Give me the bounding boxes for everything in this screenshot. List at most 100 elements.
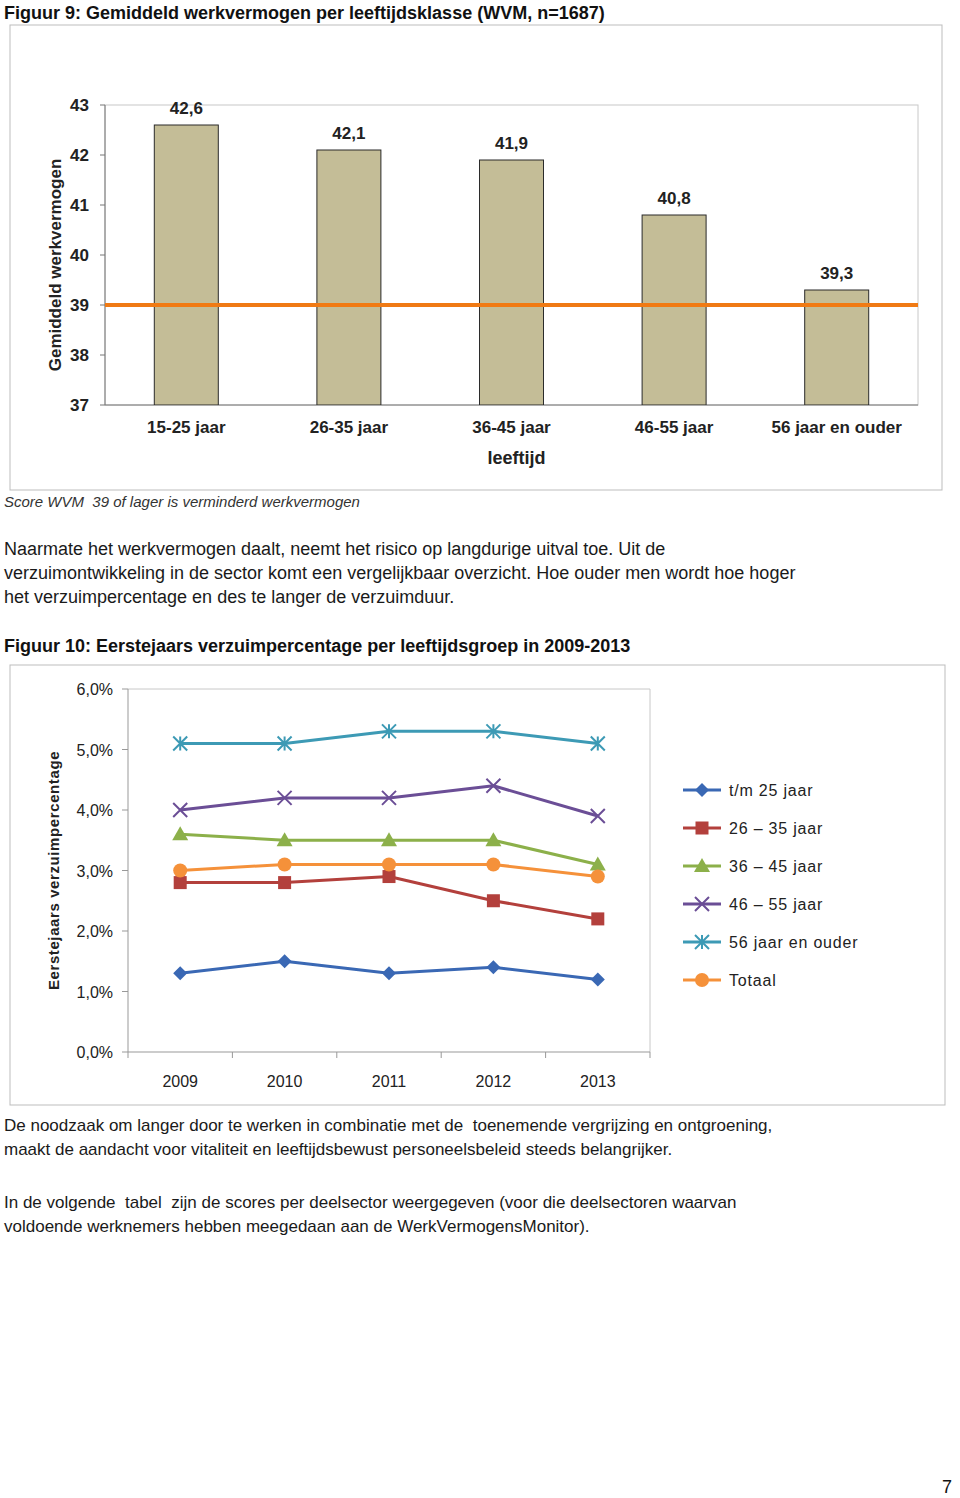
legend-label: 56 jaar en ouder <box>729 934 858 951</box>
point <box>173 736 187 750</box>
y-tick-label: 40 <box>70 246 89 265</box>
x-tick <box>545 1052 546 1058</box>
legend-label: 46 – 55 jaar <box>729 896 823 913</box>
x-tick-label: 2009 <box>162 1073 198 1090</box>
plot-frame <box>128 689 650 690</box>
paragraph-line: Naarmate het werkvermogen daalt, neemt h… <box>4 539 665 559</box>
data-label: 39,3 <box>820 264 853 283</box>
y-tick-label: 5,0% <box>77 742 113 759</box>
figure-title: Figuur 10: Eerstejaars verzuimpercentage… <box>4 636 630 656</box>
data-label: 41,9 <box>495 134 528 153</box>
bars <box>105 125 918 405</box>
x-tick <box>650 1052 651 1058</box>
point <box>485 832 501 846</box>
page-number: 7 <box>942 1477 952 1497</box>
figure-frame <box>10 665 945 1105</box>
x-tick-label: 36-45 jaar <box>472 418 551 437</box>
point <box>591 809 605 823</box>
legend-marker <box>696 822 709 835</box>
y-tick <box>100 105 105 106</box>
legend-marker <box>695 897 709 911</box>
y-tick-label: 38 <box>70 346 89 365</box>
x-tick-label: 56 jaar en ouder <box>772 418 903 437</box>
series <box>172 724 606 986</box>
legend-label: 26 – 35 jaar <box>729 820 823 837</box>
series-line <box>180 961 598 979</box>
y-tick-label: 3,0% <box>77 863 113 880</box>
point <box>278 736 292 750</box>
point <box>486 960 500 974</box>
y-tick-label: 42 <box>70 146 89 165</box>
y-tick <box>100 305 105 306</box>
point <box>590 856 606 870</box>
y-tick <box>100 205 105 206</box>
point <box>591 912 604 925</box>
point <box>591 972 605 986</box>
x-tick <box>441 1052 442 1058</box>
x-axis <box>128 1052 650 1053</box>
x-tick-label: 15-25 jaar <box>147 418 226 437</box>
y-tick-label: 0,0% <box>77 1044 113 1061</box>
point <box>278 954 292 968</box>
point <box>173 864 187 878</box>
bar <box>480 160 544 405</box>
paragraph-line: verzuimontwikkeling in de sector komt ee… <box>4 563 795 583</box>
data-label: 42,6 <box>170 99 203 118</box>
series-line <box>180 786 598 816</box>
y-tick <box>122 689 128 690</box>
legend-label: Totaal <box>729 972 777 989</box>
y-tick-label: 43 <box>70 96 89 115</box>
y-tick-label: 4,0% <box>77 802 113 819</box>
point <box>486 857 500 871</box>
x-tick <box>128 1052 129 1058</box>
paragraph-line: voldoende werknemers hebben meegedaan aa… <box>4 1217 590 1236</box>
x-tick-label: 2011 <box>372 1073 407 1090</box>
x-tick-label: 26-35 jaar <box>310 418 389 437</box>
x-tick <box>336 1052 337 1058</box>
y-tick <box>122 1052 128 1053</box>
point <box>591 736 605 750</box>
point <box>173 966 187 980</box>
caption: Score WVM 39 of lager is verminderd werk… <box>4 493 360 510</box>
page: Figuur 9: Gemiddeld werkvermogen per lee… <box>0 0 960 1498</box>
point <box>382 724 396 738</box>
bar <box>642 215 706 405</box>
legend: t/m 25 jaar26 – 35 jaar36 – 45 jaar46 – … <box>683 782 858 989</box>
y-axis-title: Eerstejaars verzuimpercentage <box>45 751 62 990</box>
bar <box>317 150 381 405</box>
y-tick <box>100 405 105 406</box>
data-label: 40,8 <box>658 189 691 208</box>
y-tick <box>122 991 128 992</box>
point <box>486 724 500 738</box>
bar <box>805 290 869 405</box>
point <box>278 791 292 805</box>
y-tick-label: 6,0% <box>77 681 113 698</box>
point <box>381 832 397 846</box>
y-tick <box>100 255 105 256</box>
point <box>278 857 292 871</box>
paragraph-line: De noodzaak om langer door te werken in … <box>4 1116 772 1135</box>
y-tick-label: 2,0% <box>77 923 113 940</box>
point <box>382 791 396 805</box>
x-tick-label: 2013 <box>580 1073 616 1090</box>
point <box>487 894 500 907</box>
point <box>591 870 605 884</box>
x-tick-label: 2010 <box>267 1073 303 1090</box>
point <box>486 779 500 793</box>
y-tick <box>100 355 105 356</box>
figure-title: Figuur 9: Gemiddeld werkvermogen per lee… <box>4 3 605 23</box>
legend-label: t/m 25 jaar <box>729 782 813 799</box>
y-tick <box>122 931 128 932</box>
legend-marker <box>695 935 709 949</box>
line-chart: 0,0% 1,0% 2,0% 3,0% 4,0% 5,0% 6,0% 2009 2010 2011… <box>45 681 858 1090</box>
y-axis-title: Gemiddeld werkvermogen <box>46 159 65 372</box>
paragraph-line: In de volgende tabel zijn de scores per … <box>4 1193 736 1212</box>
paragraph-line: maakt de aandacht voor vitaliteit en lee… <box>4 1140 672 1159</box>
plot-frame <box>105 105 918 405</box>
y-tick <box>100 155 105 156</box>
bar <box>154 125 218 405</box>
y-tick-label: 37 <box>70 396 89 415</box>
y-tick-label: 1,0% <box>77 984 113 1001</box>
point <box>278 876 291 889</box>
point <box>382 966 396 980</box>
